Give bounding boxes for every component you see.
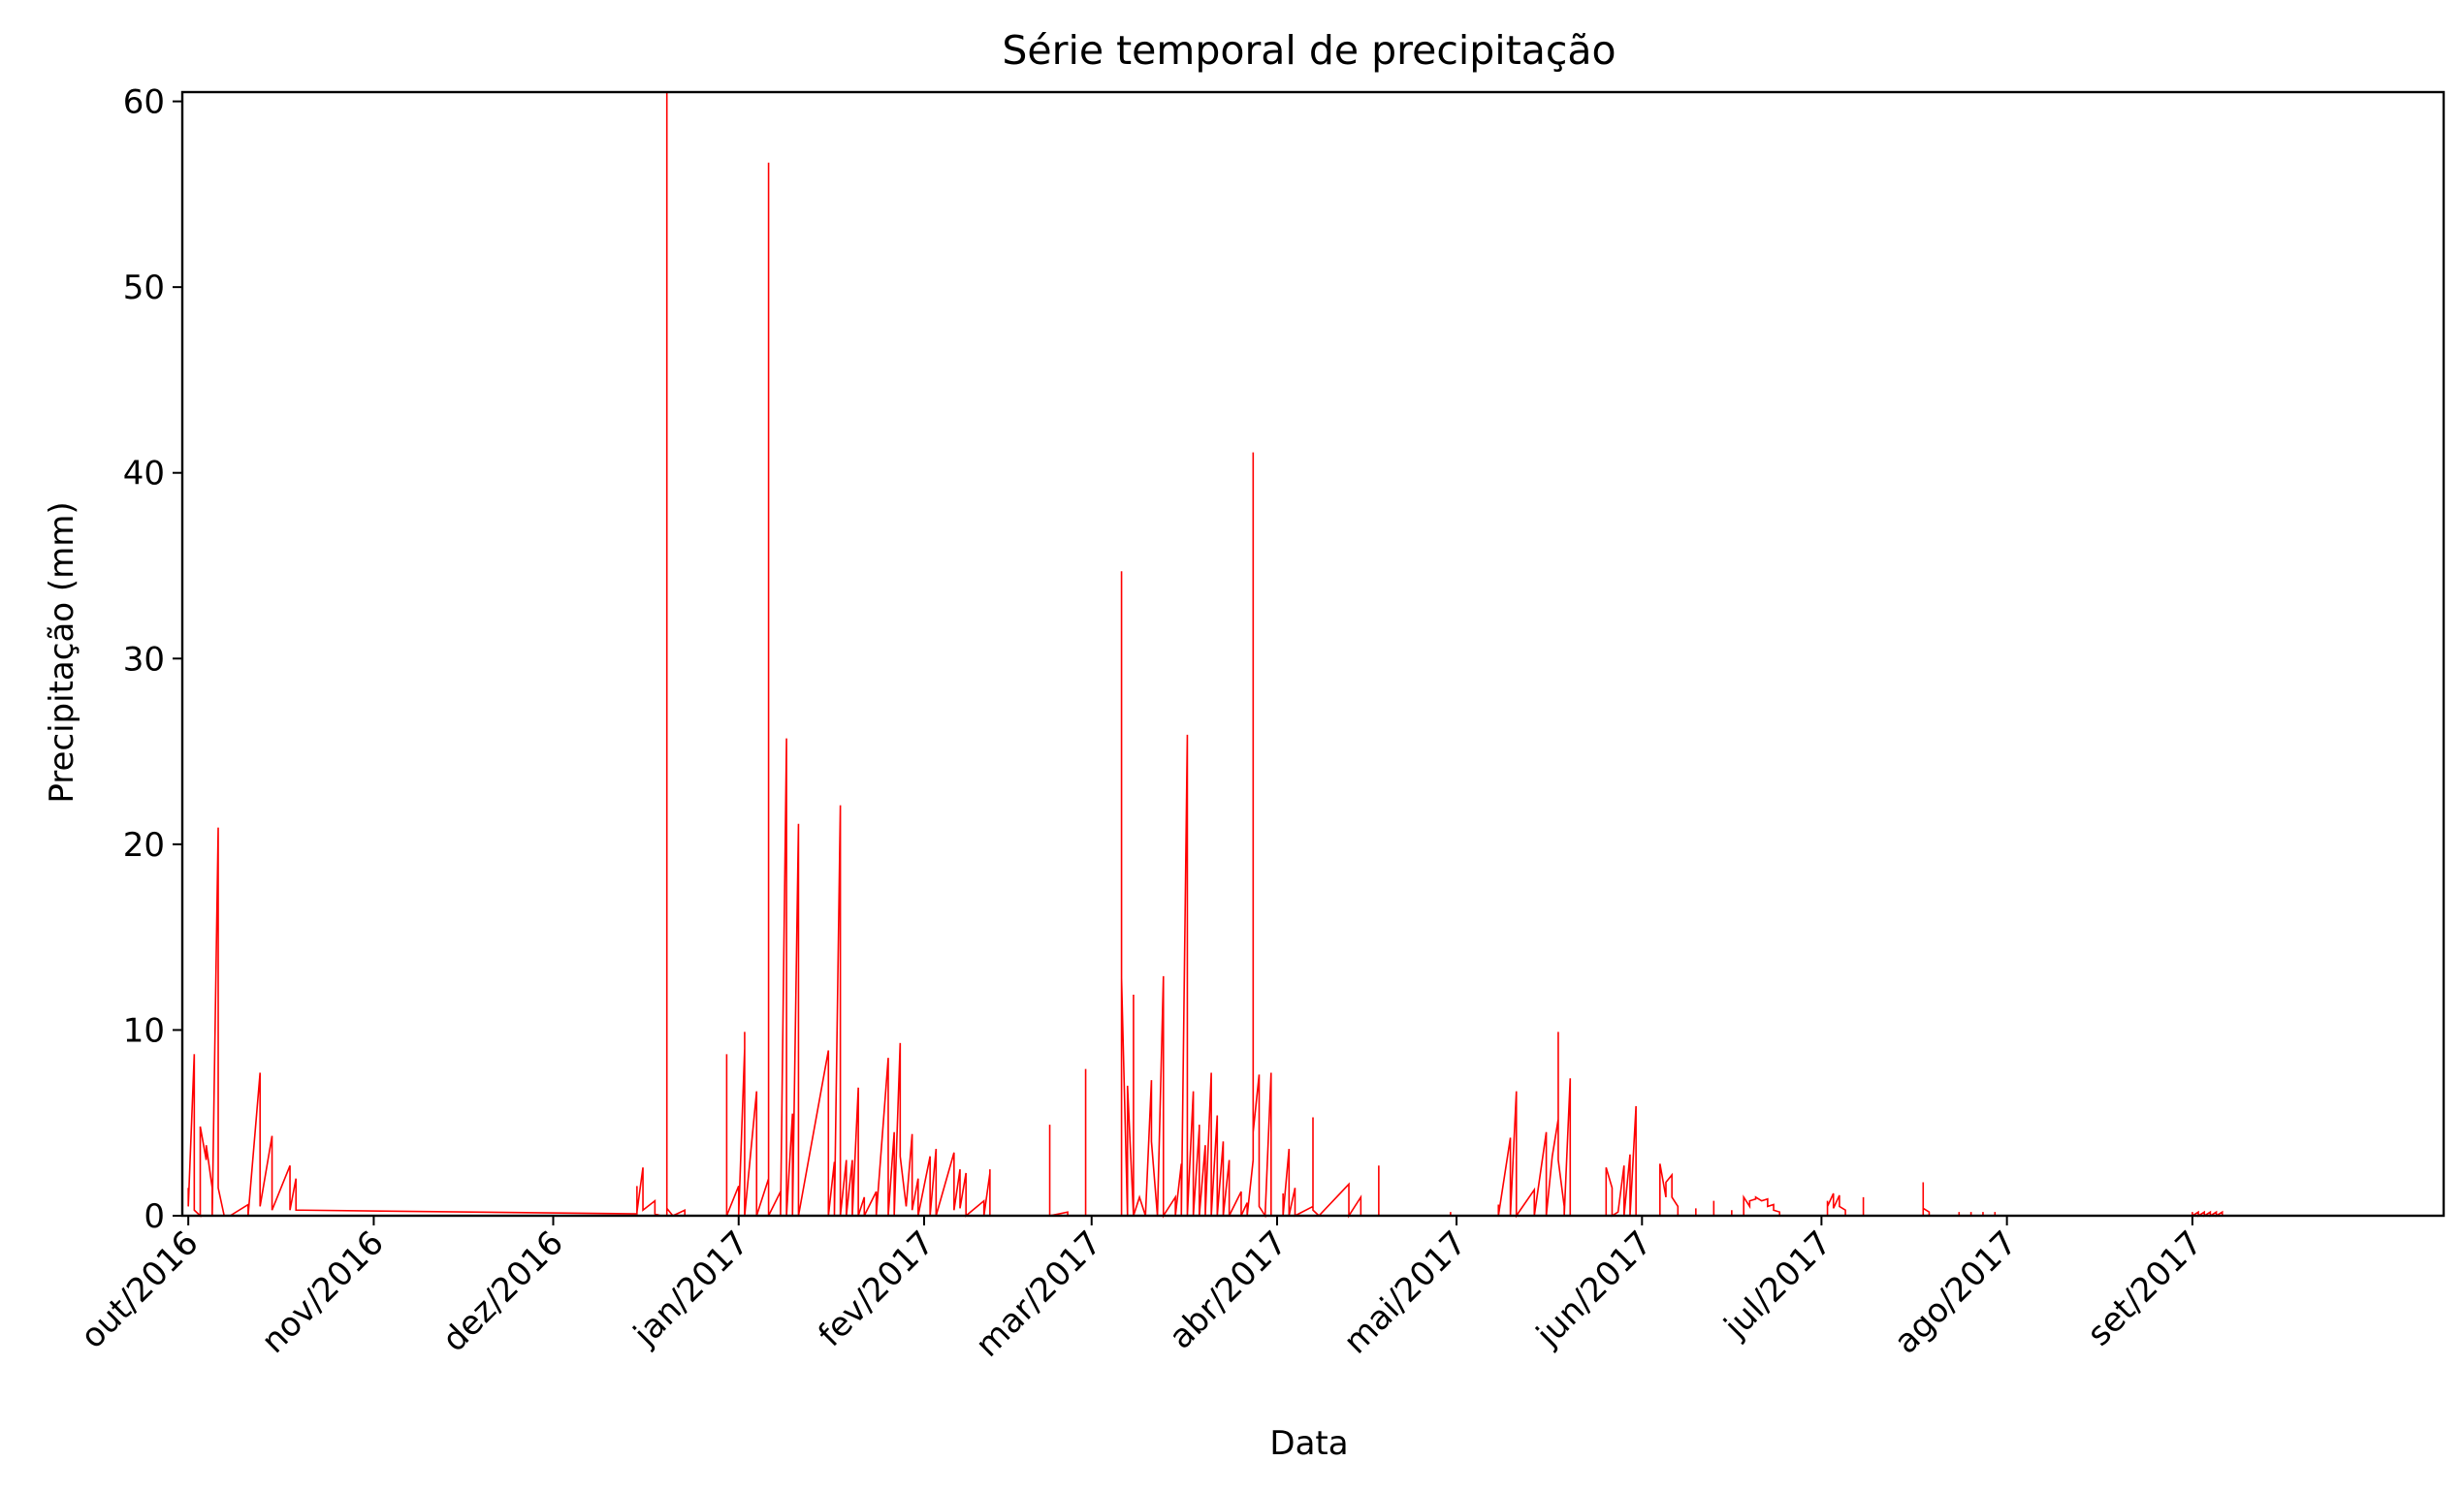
y-tick-label: 20 [123, 826, 165, 865]
chart-title: Série temporal de precipitação [1002, 27, 1616, 74]
y-tick-label: 40 [123, 455, 165, 493]
y-tick-label: 0 [144, 1197, 165, 1236]
precipitation-series-line [187, 92, 2228, 1219]
y-tick-label: 50 [123, 269, 165, 307]
y-axis-label: Precipitação (mm) [43, 501, 81, 803]
y-tick-label: 10 [123, 1011, 165, 1050]
y-tick-label: 60 [123, 83, 165, 122]
x-axis-label: Data [1269, 1424, 1348, 1463]
y-tick-label: 30 [123, 640, 165, 679]
y-axis-ticks: 0 10 20 30 40 50 60 [123, 83, 182, 1236]
plot-area-frame [180, 90, 2446, 1218]
